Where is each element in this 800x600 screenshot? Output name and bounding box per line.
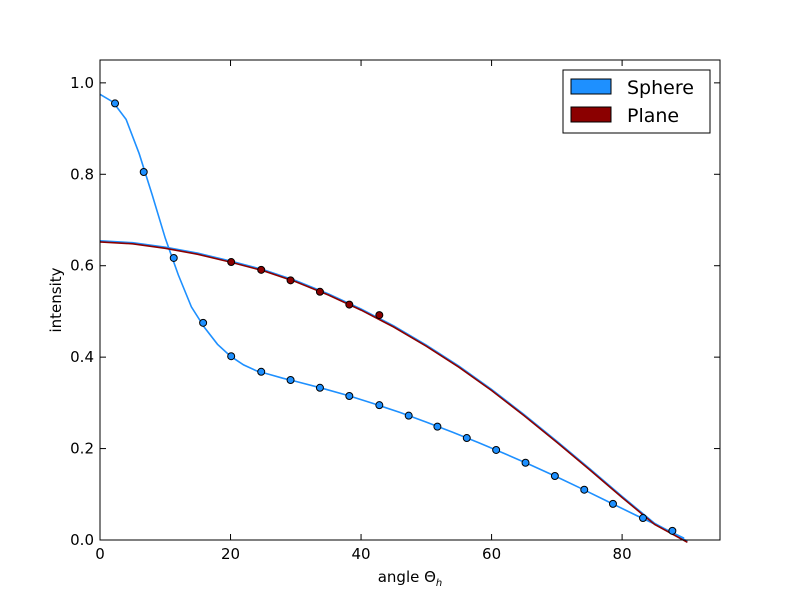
series-markers: [111, 99, 677, 535]
legend-swatch-plane: [570, 106, 612, 123]
y-axis-ticks: 0.0 0.2 0.4 0.6 0.8 1.0: [70, 74, 720, 549]
y-tick-label: 0.0: [70, 531, 94, 549]
x-axis-label: angle Θh: [378, 568, 443, 589]
data-point-sphere: [169, 253, 178, 262]
data-point-plane: [227, 258, 236, 267]
data-point-sphere: [257, 367, 266, 376]
x-axis-label-subscript: h: [436, 578, 442, 589]
data-point-plane: [286, 276, 295, 285]
legend-label-sphere: Sphere: [627, 77, 694, 99]
data-point-sphere: [286, 376, 295, 384]
x-tick-label: 60: [482, 545, 501, 563]
data-point-sphere: [345, 392, 354, 400]
data-point-sphere: [668, 526, 677, 535]
y-tick-label: 0.6: [70, 257, 94, 275]
data-point-sphere: [199, 318, 208, 327]
series-line-plane: [99, 241, 688, 544]
x-axis-label-main: angle Θ: [378, 568, 436, 586]
x-tick-label: 0: [95, 545, 105, 563]
data-point-sphere: [462, 434, 471, 443]
data-point-sphere: [580, 485, 589, 494]
data-point-sphere: [111, 99, 120, 108]
x-tick-label: 80: [613, 545, 632, 563]
data-point-sphere: [492, 445, 501, 454]
legend-label-plane: Plane: [627, 105, 679, 127]
data-point-sphere: [227, 352, 236, 361]
plot-area: [100, 60, 720, 540]
data-point-sphere: [608, 499, 617, 508]
data-point-sphere: [433, 422, 442, 431]
data-point-sphere: [521, 458, 530, 467]
y-tick-label: 0.8: [70, 165, 94, 183]
x-tick-label: 20: [221, 545, 240, 563]
x-tick-label: 40: [352, 545, 371, 563]
data-point-plane: [257, 265, 266, 274]
data-point-sphere: [638, 514, 647, 523]
data-point-plane: [345, 300, 354, 309]
y-tick-label: 1.0: [70, 74, 94, 92]
y-axis-label: intensity: [47, 267, 65, 332]
series-line-plane-shadow: [99, 240, 688, 542]
data-point-sphere: [550, 472, 559, 480]
y-tick-label: 0.2: [70, 440, 94, 458]
data-point-sphere: [404, 411, 413, 420]
data-point-sphere: [375, 401, 384, 410]
legend-swatch-sphere: [570, 78, 612, 95]
plot-frame: [99, 59, 721, 541]
x-axis-ticks: 0 20 40 60 80: [95, 60, 632, 563]
legend: Sphere Plane: [562, 69, 711, 134]
data-point-plane: [315, 287, 324, 296]
data-point-sphere: [315, 383, 324, 392]
data-point-plane: [375, 311, 384, 320]
y-tick-label: 0.4: [70, 348, 94, 366]
data-point-sphere: [139, 168, 148, 176]
